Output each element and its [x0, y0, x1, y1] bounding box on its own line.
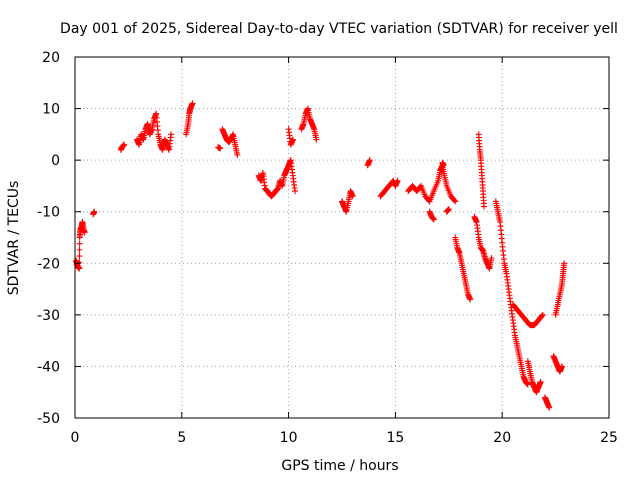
data-point: [539, 311, 546, 318]
data-point: [394, 177, 401, 184]
y-tick-label: 20: [42, 50, 60, 66]
y-tick-label: -40: [37, 359, 60, 375]
data-point: [313, 136, 320, 143]
x-tick-label: 20: [493, 430, 511, 446]
data-point: [217, 145, 224, 152]
y-tick-label: 10: [42, 102, 60, 118]
data-point: [524, 381, 531, 388]
x-tick-label: 15: [386, 430, 404, 446]
data-point: [481, 203, 488, 210]
data-point: [440, 162, 447, 169]
data-point: [76, 240, 83, 247]
data-point: [561, 260, 568, 267]
plot-frame: [74, 56, 610, 419]
data-point: [292, 188, 299, 195]
y-axis-label: SDTVAR / TECUs: [6, 181, 22, 296]
data-point: [452, 198, 459, 205]
y-tick-label: -30: [37, 308, 60, 324]
data-point: [76, 246, 83, 253]
data-point: [349, 193, 356, 200]
data-points: [73, 100, 568, 411]
y-tick-label: -20: [37, 256, 60, 272]
data-point: [76, 253, 83, 260]
data-point: [189, 100, 196, 107]
grid: [75, 57, 609, 418]
x-tick-label: 5: [177, 430, 186, 446]
data-point: [451, 197, 458, 204]
data-point: [121, 141, 128, 148]
data-point: [168, 131, 175, 138]
data-point: [537, 378, 544, 385]
y-tick-label: -50: [37, 411, 60, 427]
x-axis-label: GPS time / hours: [281, 458, 398, 474]
chart-title: Day 001 of 2025, Sidereal Day-to-day VTE…: [60, 21, 618, 37]
x-tick-label: 25: [600, 430, 618, 446]
data-point: [234, 151, 241, 158]
data-point: [430, 216, 437, 223]
axis-ticks: 0 5 10 15 20 25 20 10 0 -10 -20 -30 -40 -50: [37, 50, 618, 446]
data-point: [488, 255, 495, 262]
x-tick-label: 0: [71, 430, 80, 446]
data-point: [81, 229, 88, 236]
data-point: [467, 296, 474, 303]
y-tick-label: -10: [37, 205, 60, 221]
data-point: [76, 259, 83, 266]
data-point: [366, 157, 373, 164]
data-point: [76, 265, 83, 272]
data-point: [559, 363, 566, 370]
y-tick-label: 0: [51, 153, 60, 169]
x-tick-label: 10: [280, 430, 298, 446]
data-point: [445, 206, 452, 213]
data-point: [546, 404, 553, 411]
data-point: [91, 208, 98, 215]
data-point: [289, 136, 296, 143]
data-point: [538, 312, 545, 319]
